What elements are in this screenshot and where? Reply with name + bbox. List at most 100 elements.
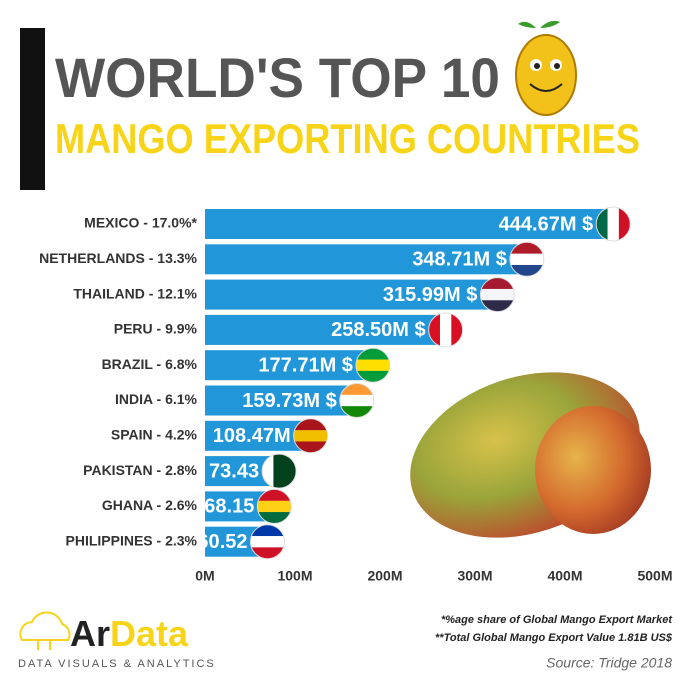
flag-stripe xyxy=(250,547,285,559)
flag-stripes xyxy=(257,489,292,524)
value-label: 444.67M $ xyxy=(499,213,594,235)
flag-rim xyxy=(339,383,375,418)
flag-rim xyxy=(355,347,391,383)
flag-stripes xyxy=(262,454,297,489)
flag xyxy=(509,241,545,277)
bar xyxy=(205,244,519,275)
y-tick-label: PHILIPPINES - 2.3% xyxy=(66,532,198,548)
flag-stripe xyxy=(355,348,390,361)
y-tick-label: THAILAND - 12.1% xyxy=(73,285,197,301)
flag-stripe xyxy=(250,536,285,548)
y-tick-label: SPAIN - 4.2% xyxy=(111,427,198,443)
flag-rim xyxy=(509,241,545,277)
value-label: 258.50M $ xyxy=(331,319,426,341)
flag-stripe xyxy=(293,441,328,453)
flag-stripe xyxy=(480,300,515,312)
flag xyxy=(595,206,631,242)
flag xyxy=(339,383,375,418)
y-tick-label: MEXICO - 17.0%* xyxy=(84,215,197,231)
flag-stripe xyxy=(257,489,292,502)
flag xyxy=(355,347,391,383)
logo-name: ArData xyxy=(70,613,189,654)
flag-stripes xyxy=(250,524,285,559)
flag-stripe xyxy=(607,207,620,241)
note: *%age share of Global Mango Export Marke… xyxy=(441,614,673,626)
logo-name-b: Data xyxy=(110,613,189,654)
flag-stripe xyxy=(509,264,544,277)
flag-rim xyxy=(256,488,292,524)
mango-photo xyxy=(410,372,651,538)
y-tick-label: INDIA - 6.1% xyxy=(115,391,197,407)
x-tick-label: 100M xyxy=(277,568,312,584)
flag-stripe xyxy=(480,277,515,290)
flag-stripe xyxy=(509,253,544,266)
y-tick-label: PAKISTAN - 2.8% xyxy=(83,462,197,478)
flag-stripe xyxy=(339,394,374,407)
y-tick-label: BRAZIL - 6.8% xyxy=(102,356,198,372)
flag-stripe xyxy=(262,454,274,489)
title-bar xyxy=(20,28,45,190)
flag-stripe xyxy=(293,430,328,442)
bar xyxy=(205,209,606,239)
flag xyxy=(261,453,297,489)
x-tick-label: 0M xyxy=(195,568,214,584)
flag-stripe xyxy=(355,370,390,383)
flag-stripe xyxy=(339,406,374,418)
flag-stripes xyxy=(355,348,390,383)
flag-stripe xyxy=(355,359,390,372)
flag-stripe xyxy=(596,207,609,241)
flag xyxy=(293,418,329,454)
x-tick-label: 300M xyxy=(457,568,492,584)
flag-stripes xyxy=(480,277,515,312)
y-tick-label: PERU - 9.9% xyxy=(114,321,198,337)
flag-rim xyxy=(293,418,329,454)
flag xyxy=(428,312,464,348)
flag-rim xyxy=(261,453,297,489)
chart-title: WORLD'S TOP 10 xyxy=(55,46,500,109)
flag-stripe xyxy=(339,383,374,396)
bar xyxy=(205,279,490,310)
value-label: 348.71M $ xyxy=(412,249,507,271)
flag-stripe xyxy=(284,454,297,489)
flag-stripes xyxy=(596,207,631,241)
note: **Total Global Mango Export Value 1.81B … xyxy=(435,632,673,644)
flag-stripes xyxy=(428,312,463,347)
value-label: 177.71M $ xyxy=(258,354,353,376)
bar xyxy=(205,420,303,451)
flag-stripe xyxy=(273,454,286,489)
flag-stripe xyxy=(618,207,631,241)
logo-tagline: DATA VISUALS & ANALYTICS xyxy=(18,658,216,670)
bar xyxy=(205,491,267,522)
flag-stripe xyxy=(428,312,441,347)
mango-mascot xyxy=(515,20,577,116)
y-tick-label: NETHERLANDS - 13.3% xyxy=(39,250,197,266)
flag xyxy=(249,524,285,560)
x-tick-label: 500M xyxy=(637,568,672,584)
flag-rim xyxy=(479,277,515,313)
flag-stripe xyxy=(293,418,328,431)
flag xyxy=(479,277,515,313)
flag-stripe xyxy=(257,512,292,524)
flag-stripe xyxy=(480,288,515,301)
flag-stripes xyxy=(339,383,374,418)
flag-rim xyxy=(595,206,631,242)
logo-name-a: Ar xyxy=(70,613,110,654)
x-tick-label: 400M xyxy=(547,568,582,584)
flag-stripes xyxy=(293,418,328,453)
logo: ArData DATA VISUALS & ANALYTICS xyxy=(18,611,216,670)
flag-rim xyxy=(249,524,285,560)
x-tick-label: 200M xyxy=(367,568,402,584)
bar xyxy=(205,456,272,487)
flag-stripe xyxy=(257,500,292,513)
flag-stripe xyxy=(250,524,285,537)
value-label: 60.52 xyxy=(197,531,247,553)
value-label: 315.99M $ xyxy=(383,284,478,306)
source: Source: Tridge 2018 xyxy=(546,655,672,671)
flag-stripe xyxy=(451,312,463,347)
value-label: 73.43 xyxy=(209,460,259,482)
bar xyxy=(205,385,349,416)
y-tick-label: GHANA - 2.6% xyxy=(102,497,198,513)
bar xyxy=(205,350,365,381)
bar xyxy=(205,314,438,345)
